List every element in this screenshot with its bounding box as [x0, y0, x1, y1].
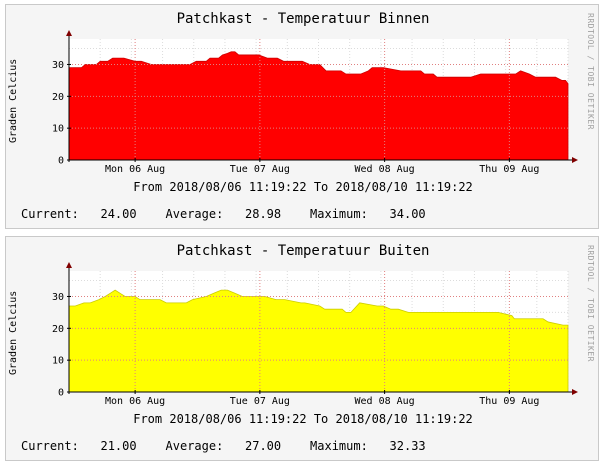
temperature-area-series	[68, 51, 569, 161]
y-tick-label: 0	[58, 156, 64, 167]
x-tick-label: Thu 09 Aug	[479, 396, 539, 407]
average-value: 28.98	[245, 207, 282, 221]
date-range-text: From 2018/08/06 11:19:22 To 2018/08/10 1…	[133, 180, 473, 194]
x-tick-label: Tue 07 Aug	[230, 396, 290, 407]
current-label: Current:	[21, 207, 79, 221]
current-value: 24.00	[100, 207, 137, 221]
current-label: Current:	[21, 439, 79, 453]
stats-row: Current: 24.00 Average: 28.98 Maximum: 3…	[21, 207, 426, 221]
x-tick-label: Thu 09 Aug	[479, 164, 539, 175]
current-value: 21.00	[100, 439, 137, 453]
y-tick-label: 10	[52, 124, 64, 135]
graph-panel-buiten: Patchkast - Temperatuur Buiten RRDTOOL /…	[5, 236, 599, 461]
chart-plot-area: 0 10 20 30 Mon 06 Aug Tue 07 Aug Wed 08 Aug Thu…	[52, 30, 578, 175]
average-label: Average:	[165, 207, 224, 221]
rrdtool-credit: RRDTOOL / TOBI OETIKER	[586, 13, 595, 130]
y-tick-label: 0	[58, 388, 64, 399]
maximum-value: 34.00	[389, 207, 426, 221]
average-value: 27.00	[245, 439, 282, 453]
x-axis-arrow	[572, 389, 578, 395]
y-tick-label: 30	[52, 292, 64, 303]
chart-plot-area: 0 10 20 30 Mon 06 Aug Tue 07 Aug Wed 08 Aug Thu…	[52, 262, 578, 407]
date-range-text: From 2018/08/06 11:19:22 To 2018/08/10 1…	[133, 412, 473, 426]
average-label: Average:	[165, 439, 224, 453]
chart-title: Patchkast - Temperatuur Buiten	[176, 243, 430, 259]
y-tick-label: 30	[52, 60, 64, 71]
y-axis-arrow	[66, 30, 72, 36]
y-axis-arrow	[66, 262, 72, 268]
x-tick-label: Tue 07 Aug	[230, 164, 290, 175]
maximum-label: Maximum:	[310, 207, 368, 221]
graph-panel-binnen: Patchkast - Temperatuur Binnen RRDTOOL /…	[5, 4, 599, 229]
maximum-label: Maximum:	[310, 439, 368, 453]
y-tick-label: 20	[52, 92, 64, 103]
x-tick-label: Wed 08 Aug	[355, 164, 415, 175]
y-tick-label: 20	[52, 324, 64, 335]
x-tick-label: Mon 06 Aug	[105, 164, 165, 175]
stats-row: Current: 21.00 Average: 27.00 Maximum: 3…	[21, 439, 426, 453]
maximum-value: 32.33	[389, 439, 426, 453]
x-tick-label: Mon 06 Aug	[105, 396, 165, 407]
y-tick-label: 10	[52, 356, 64, 367]
x-axis-arrow	[572, 157, 578, 163]
chart-title: Patchkast - Temperatuur Binnen	[176, 11, 430, 27]
rrdtool-credit: RRDTOOL / TOBI OETIKER	[586, 245, 595, 362]
x-tick-label: Wed 08 Aug	[355, 396, 415, 407]
temperature-area-series	[68, 289, 569, 393]
